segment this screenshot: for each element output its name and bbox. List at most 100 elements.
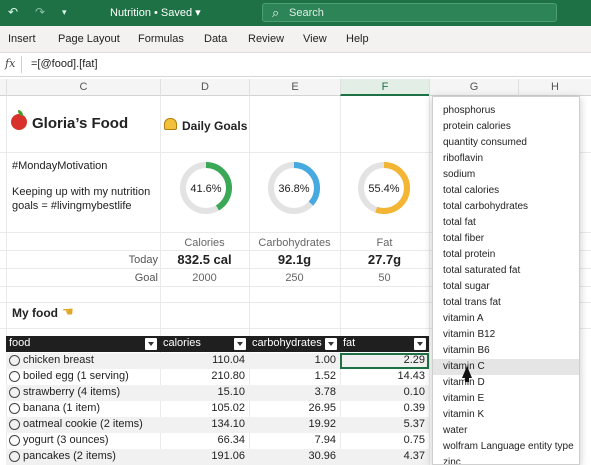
table-row[interactable]: chicken breast 110.04 1.00 2.29 — [6, 353, 429, 369]
tab-review[interactable]: Review — [248, 33, 285, 45]
table-header-food[interactable]: food — [6, 336, 160, 352]
dropdown-item[interactable]: total fat — [443, 217, 476, 228]
food-cell[interactable]: strawberry (4 items) — [23, 386, 121, 398]
redo-icon[interactable]: ↷ — [35, 5, 46, 19]
search-input[interactable]: ⌕ Search — [262, 3, 557, 22]
food-cell[interactable]: chicken breast — [23, 354, 94, 366]
dropdown-item[interactable]: vitamin B12 — [443, 329, 496, 340]
table-header-fat[interactable]: fat — [340, 336, 429, 352]
food-entity-icon[interactable] — [9, 387, 20, 398]
table-row[interactable]: banana (1 item) 105.02 26.95 0.39 — [6, 401, 429, 417]
fat-cell[interactable]: 4.37 — [403, 450, 425, 462]
dropdown-item[interactable]: total trans fat — [443, 297, 501, 308]
tab-help[interactable]: Help — [346, 33, 369, 45]
column-header-h[interactable]: H — [518, 79, 591, 96]
food-entity-icon[interactable] — [9, 355, 20, 366]
table-row[interactable]: pancakes (2 items) 191.06 30.96 4.37 — [6, 449, 429, 465]
table-row[interactable]: strawberry (4 items) 15.10 3.78 0.10 — [6, 385, 429, 401]
column-header-e[interactable]: E — [249, 79, 340, 96]
dropdown-item[interactable]: zinc — [443, 457, 461, 465]
dropdown-item[interactable]: vitamin D — [443, 377, 485, 388]
carbohydrates-cell[interactable]: 7.94 — [314, 434, 336, 446]
food-entity-icon[interactable] — [9, 451, 20, 462]
food-entity-icon[interactable] — [9, 371, 20, 382]
food-entity-icon[interactable] — [9, 435, 20, 446]
fat-cell[interactable]: 5.37 — [403, 418, 425, 430]
food-entity-icon[interactable] — [9, 419, 20, 430]
tab-data[interactable]: Data — [204, 33, 228, 45]
carbohydrates-cell[interactable]: 19.92 — [308, 418, 336, 430]
dropdown-item[interactable]: phosphorus — [443, 105, 496, 116]
filter-dropdown-icon[interactable] — [325, 338, 337, 350]
tab-page-layout[interactable]: Page Layout — [58, 33, 120, 45]
dropdown-item[interactable]: total carbohydrates — [443, 201, 529, 212]
calories-cell[interactable]: 110.04 — [212, 354, 245, 366]
fx-icon[interactable]: fx — [5, 57, 16, 70]
column-header-f[interactable]: F — [340, 79, 429, 96]
worksheet-grid[interactable]: Gloria’s Food Daily Goals #MondayMotivat… — [0, 96, 591, 465]
tab-formulas[interactable]: Formulas — [138, 33, 184, 45]
column-header-g[interactable]: G — [429, 79, 518, 96]
fat-cell[interactable]: 0.75 — [403, 434, 425, 446]
dropdown-item-highlighted[interactable]: vitamin C — [433, 359, 579, 375]
ring-progress-arc — [180, 162, 232, 214]
dropdown-item[interactable]: protein calories — [443, 121, 511, 132]
dropdown-item[interactable]: quantity consumed — [443, 137, 527, 148]
calories-cell[interactable]: 191.06 — [211, 450, 245, 462]
gridline — [0, 232, 591, 233]
calories-cell[interactable]: 134.10 — [211, 418, 245, 430]
carbohydrates-cell[interactable]: 1.52 — [314, 370, 336, 382]
title-bar: ↶ ↷ ▾ Nutrition • Saved ▾ ⌕ Search — [0, 0, 591, 26]
dropdown-item[interactable]: wolfram Language entity type — [443, 441, 574, 452]
dropdown-item[interactable]: vitamin A — [443, 313, 484, 324]
fat-cell[interactable]: 0.39 — [403, 402, 425, 414]
waffle-icon[interactable]: ↶ — [8, 5, 19, 19]
carbohydrates-cell[interactable]: 26.95 — [308, 402, 336, 414]
fat-cell[interactable]: 0.10 — [403, 386, 425, 398]
food-cell[interactable]: boiled egg (1 serving) — [23, 370, 129, 382]
table-header-carbohydrates[interactable]: carbohydrates — [249, 336, 340, 352]
filter-dropdown-icon[interactable] — [414, 338, 426, 350]
food-entity-icon[interactable] — [9, 403, 20, 414]
dropdown-item[interactable]: total calories — [443, 185, 500, 196]
dropdown-item[interactable]: vitamin K — [443, 409, 485, 420]
tab-view[interactable]: View — [303, 33, 327, 45]
customize-icon[interactable]: ▾ — [62, 7, 67, 17]
my-food-label: My food — [12, 306, 58, 320]
table-row[interactable]: boiled egg (1 serving) 210.80 1.52 14.43 — [6, 369, 429, 385]
calories-cell[interactable]: 66.34 — [217, 434, 245, 446]
dropdown-item[interactable]: sodium — [443, 169, 476, 180]
tab-insert[interactable]: Insert — [8, 33, 36, 45]
filter-dropdown-icon[interactable] — [234, 338, 246, 350]
carbohydrates-cell[interactable]: 30.96 — [308, 450, 336, 462]
table-header-calories[interactable]: calories — [160, 336, 249, 352]
table-row[interactable]: oatmeal cookie (2 items) 134.10 19.92 5.… — [6, 417, 429, 433]
column-header-c[interactable]: C — [6, 79, 160, 96]
dropdown-item[interactable]: total sugar — [443, 281, 490, 292]
ribbon-tabs: Insert Page Layout Formulas Data Review … — [0, 26, 591, 53]
carbohydrates-cell[interactable]: 1.00 — [314, 354, 336, 366]
dropdown-item[interactable]: total protein — [443, 249, 496, 260]
calories-cell[interactable]: 210.80 — [211, 370, 245, 382]
formula-input[interactable]: =[@food].[fat] — [31, 58, 98, 70]
food-cell[interactable]: yogurt (3 ounces) — [23, 434, 109, 446]
dropdown-item[interactable]: vitamin B6 — [443, 345, 490, 356]
table-row[interactable]: yogurt (3 ounces) 66.34 7.94 0.75 — [6, 433, 429, 449]
fat-cell[interactable]: 2.29 — [403, 354, 425, 366]
document-title[interactable]: Nutrition • Saved ▾ — [110, 7, 201, 19]
fat-cell[interactable]: 14.43 — [397, 370, 425, 382]
calories-cell[interactable]: 105.02 — [211, 402, 245, 414]
dropdown-item[interactable]: total fiber — [443, 233, 485, 244]
dropdown-item[interactable]: total saturated fat — [443, 265, 521, 276]
food-cell[interactable]: oatmeal cookie (2 items) — [23, 418, 143, 430]
food-cell[interactable]: banana (1 item) — [23, 402, 101, 414]
carbohydrates-cell[interactable]: 3.78 — [314, 386, 336, 398]
calories-cell[interactable]: 15.10 — [217, 386, 245, 398]
filter-dropdown-icon[interactable] — [145, 338, 157, 350]
food-cell[interactable]: pancakes (2 items) — [23, 450, 116, 462]
dropdown-item[interactable]: vitamin E — [443, 393, 485, 404]
column-header-d[interactable]: D — [160, 79, 249, 96]
field-autocomplete-dropdown[interactable]: phosphorus protein calories quantity con… — [432, 96, 580, 465]
dropdown-item[interactable]: riboflavin — [443, 153, 484, 164]
dropdown-item[interactable]: water — [443, 425, 468, 436]
